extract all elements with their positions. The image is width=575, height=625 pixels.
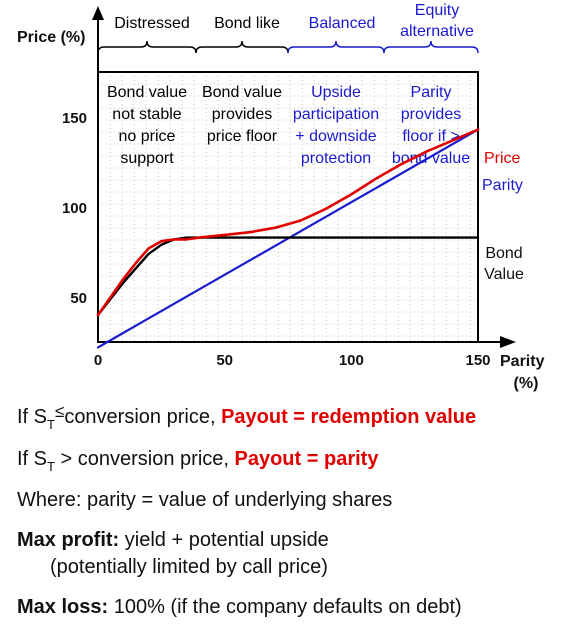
note1-mid: conversion price, <box>64 406 222 428</box>
max-profit-label: Max profit: <box>17 529 120 551</box>
note-parity: If ST > conversion price, Payout = parit… <box>17 447 379 474</box>
note-max-profit: Max profit: yield + potential upside <box>17 528 329 552</box>
note-parity-definition: Where: parity = value of underlying shar… <box>17 489 393 511</box>
zone-brackets <box>97 40 479 54</box>
zone-bracket <box>383 40 479 54</box>
x-tick-label: 100 <box>339 352 364 369</box>
zone-bracket <box>97 40 197 54</box>
max-loss-label: Max loss: <box>17 596 109 618</box>
note-redemption: If ST≤conversion price, Payout = redempt… <box>17 402 477 432</box>
x-tick-label: 50 <box>216 352 233 369</box>
y-tick-label: 150 <box>62 110 87 127</box>
series-label-bond: Bond <box>485 245 522 262</box>
y-axis-arrow-icon <box>92 6 104 20</box>
note1-payout: Payout = redemption value <box>221 406 477 428</box>
max-profit-text: yield + potential upside <box>119 529 329 551</box>
tick-labels: 0 50 100 150 150 100 50 <box>62 110 491 369</box>
zone-bracket <box>287 40 385 54</box>
convertible-bond-chart: Distressed Bond like Balanced Equity alterna… <box>17 2 545 392</box>
y-axis-title: Price (%) <box>17 29 85 46</box>
series-label-value: Value <box>484 266 524 283</box>
series-lines <box>96 128 480 349</box>
x-tick-label: 150 <box>465 352 490 369</box>
zone-description-line: Bond value <box>107 84 187 101</box>
zone-description-line: protection <box>301 150 371 167</box>
note1-op: ≤ <box>54 402 65 421</box>
axis-and-series-labels: Price (%) Parity (%) Price Parity Bond Value <box>17 29 545 392</box>
zone-label: Bond like <box>214 15 280 32</box>
zone-label: Distressed <box>114 15 190 32</box>
zone-description-line: price floor <box>207 128 278 145</box>
zone-description-line: provides <box>401 106 461 123</box>
zone-labels: Distressed Bond like Balanced Equity alterna… <box>114 2 474 40</box>
zone-descriptions: Bond value not stable no price support Bond … <box>107 84 470 167</box>
note1-sub: T <box>47 417 55 432</box>
y-tick-label: 100 <box>62 200 87 217</box>
note2-payout: Payout = parity <box>234 448 379 470</box>
note-max-loss: Max loss: 100% (if the company defaults … <box>17 595 462 619</box>
zone-description-line: + downside <box>295 128 376 145</box>
note2-prefix: If S <box>17 448 48 470</box>
series-line-price <box>96 128 480 317</box>
zone-description-line: Bond value <box>202 84 282 101</box>
zone-description-line: participation <box>293 106 379 123</box>
x-axis-arrow-icon <box>500 336 516 348</box>
zone-description-line: not stable <box>112 106 181 123</box>
zone-description-line: floor if > <box>402 128 459 145</box>
zone-label: Balanced <box>309 15 376 32</box>
zone-description-line: bond value <box>392 150 470 167</box>
x-axis-title-line2: (%) <box>514 375 539 392</box>
note-call-limit: (potentially limited by call price) <box>50 556 328 578</box>
zone-label-line2: alternative <box>400 23 474 40</box>
zone-description-line: support <box>120 150 174 167</box>
zone-description-line: Upside <box>311 84 361 101</box>
x-axis-title-line1: Parity <box>500 353 545 370</box>
zone-description-line: no price <box>119 128 176 145</box>
max-loss-text: 100% (if the company defaults on debt) <box>108 596 462 618</box>
series-label-price: Price <box>484 150 521 167</box>
note2-mid: > conversion price, <box>54 448 235 470</box>
note1-prefix: If S <box>17 406 48 428</box>
x-tick-label: 0 <box>94 352 102 369</box>
zone-description-line: provides <box>212 106 272 123</box>
zone-label: Equity <box>415 2 459 19</box>
zone-bracket <box>195 40 289 54</box>
zone-description-line: Parity <box>411 84 452 101</box>
note2-sub: T <box>47 459 55 474</box>
axes-frame <box>92 6 516 348</box>
series-label-parity: Parity <box>482 177 523 194</box>
y-tick-label: 50 <box>70 290 87 307</box>
